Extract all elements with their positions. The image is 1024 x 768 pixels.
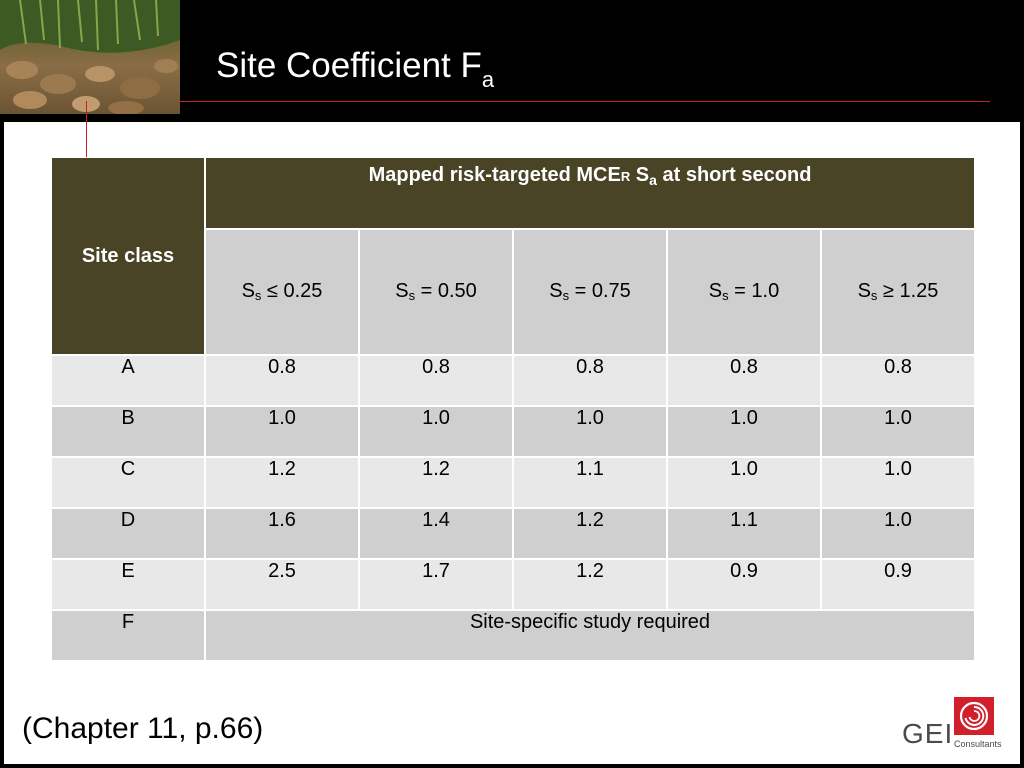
group-header-r: R: [620, 169, 631, 184]
table-row: F Site-specific study required: [50, 609, 976, 662]
table-cell: 0.8: [358, 354, 514, 407]
column-header: Ss ≤ 0.25: [204, 228, 360, 356]
table-cell: 1.0: [820, 405, 976, 458]
table-cell: 2.5: [204, 558, 360, 611]
table-cell: 0.8: [204, 354, 360, 407]
table-cell: 1.6: [204, 507, 360, 560]
table-cell: 1.1: [666, 507, 822, 560]
slide-title-main: Site Coefficient F: [216, 46, 482, 85]
column-header-symbol: S: [708, 279, 723, 302]
table-row: D 1.6 1.4 1.2 1.1 1.0: [50, 507, 976, 560]
column-header-range: ≤ 0.25: [261, 279, 323, 302]
column-header-symbol: S: [857, 279, 871, 302]
table-row: A 0.8 0.8 0.8 0.8 0.8: [50, 354, 976, 407]
column-header: Ss ≥ 1.25: [820, 228, 976, 356]
column-header-subscript: s: [562, 287, 570, 303]
table-cell: 1.0: [512, 405, 668, 458]
group-header-subscript: a: [649, 172, 657, 188]
slide-title: Site Coefficient Fa: [216, 44, 494, 92]
column-header-subscript: s: [408, 287, 416, 303]
column-header-range: = 0.50: [415, 279, 477, 302]
group-header: Mapped risk-targeted MCER Sa at short se…: [204, 156, 976, 230]
site-class-cell: A: [50, 354, 206, 407]
title-connector-line: [86, 101, 87, 157]
column-header-symbol: S: [395, 279, 409, 302]
site-class-cell: F: [50, 609, 206, 662]
table-cell: 1.2: [512, 558, 668, 611]
group-header-prefix: Mapped risk-targeted MCE: [368, 164, 621, 186]
group-header-suffix: at short second: [656, 164, 812, 186]
chapter-reference: (Chapter 11, p.66): [22, 712, 264, 745]
site-class-cell: C: [50, 456, 206, 509]
table-cell: 1.0: [666, 405, 822, 458]
site-class-cell: E: [50, 558, 206, 611]
column-header: Ss = 0.50: [358, 228, 514, 356]
table-cell: 1.0: [666, 456, 822, 509]
column-header-subscript: s: [870, 287, 878, 303]
column-header-symbol: S: [241, 279, 255, 302]
column-header-range: = 0.75: [569, 279, 631, 302]
site-class-cell: D: [50, 507, 206, 560]
column-header-range: = 1.0: [728, 279, 780, 302]
logo-tagline: Consultants: [954, 739, 1002, 749]
table-cell: 1.0: [204, 405, 360, 458]
column-header-range: ≥ 1.25: [877, 279, 939, 302]
column-header-subscript: s: [722, 287, 729, 303]
site-specific-note: Site-specific study required: [204, 609, 976, 662]
site-class-cell: B: [50, 405, 206, 458]
column-header-row: Ss ≤ 0.25 Ss = 0.50 Ss = 0.75 Ss = 1.0 S…: [51, 228, 976, 356]
header-photo: [0, 0, 180, 114]
group-header-s: S: [630, 164, 650, 186]
table-cell: 1.2: [204, 456, 360, 509]
title-underline: [180, 101, 990, 102]
table-cell: 1.7: [358, 558, 514, 611]
table-header-row: Site class Mapped risk-targeted MCER Sa …: [50, 156, 976, 356]
table-cell: 1.0: [358, 405, 514, 458]
table-cell: 1.0: [820, 507, 976, 560]
table-cell: 1.0: [820, 456, 976, 509]
table-row: B 1.0 1.0 1.0 1.0 1.0: [50, 405, 976, 458]
table-cell: 1.2: [512, 507, 668, 560]
table-cell: 0.9: [820, 558, 976, 611]
column-header-symbol: S: [549, 279, 563, 302]
table-cell: 1.2: [358, 456, 514, 509]
site-class-header: Site class: [50, 156, 206, 356]
slide-title-subscript: a: [481, 67, 495, 92]
table-cell: 1.4: [358, 507, 514, 560]
column-header: Ss = 0.75: [512, 228, 668, 356]
column-header: Ss = 1.0: [666, 228, 822, 356]
table-cell: 0.9: [666, 558, 822, 611]
column-header-subscript: s: [254, 287, 262, 303]
table-cell: 0.8: [820, 354, 976, 407]
table-row: E 2.5 1.7 1.2 0.9 0.9: [50, 558, 976, 611]
table-row: C 1.2 1.2 1.1 1.0 1.0: [50, 456, 976, 509]
gei-logo: GEI Consultants: [902, 697, 1002, 753]
table-cell: 1.1: [512, 456, 668, 509]
table-cell: 0.8: [512, 354, 668, 407]
logo-swirl-icon: [954, 697, 994, 735]
logo-text: GEI: [902, 718, 954, 749]
site-coefficient-table: Site class Mapped risk-targeted MCER Sa …: [50, 156, 976, 662]
content-panel: Site class Mapped risk-targeted MCER Sa …: [4, 122, 1020, 764]
table-cell: 0.8: [666, 354, 822, 407]
